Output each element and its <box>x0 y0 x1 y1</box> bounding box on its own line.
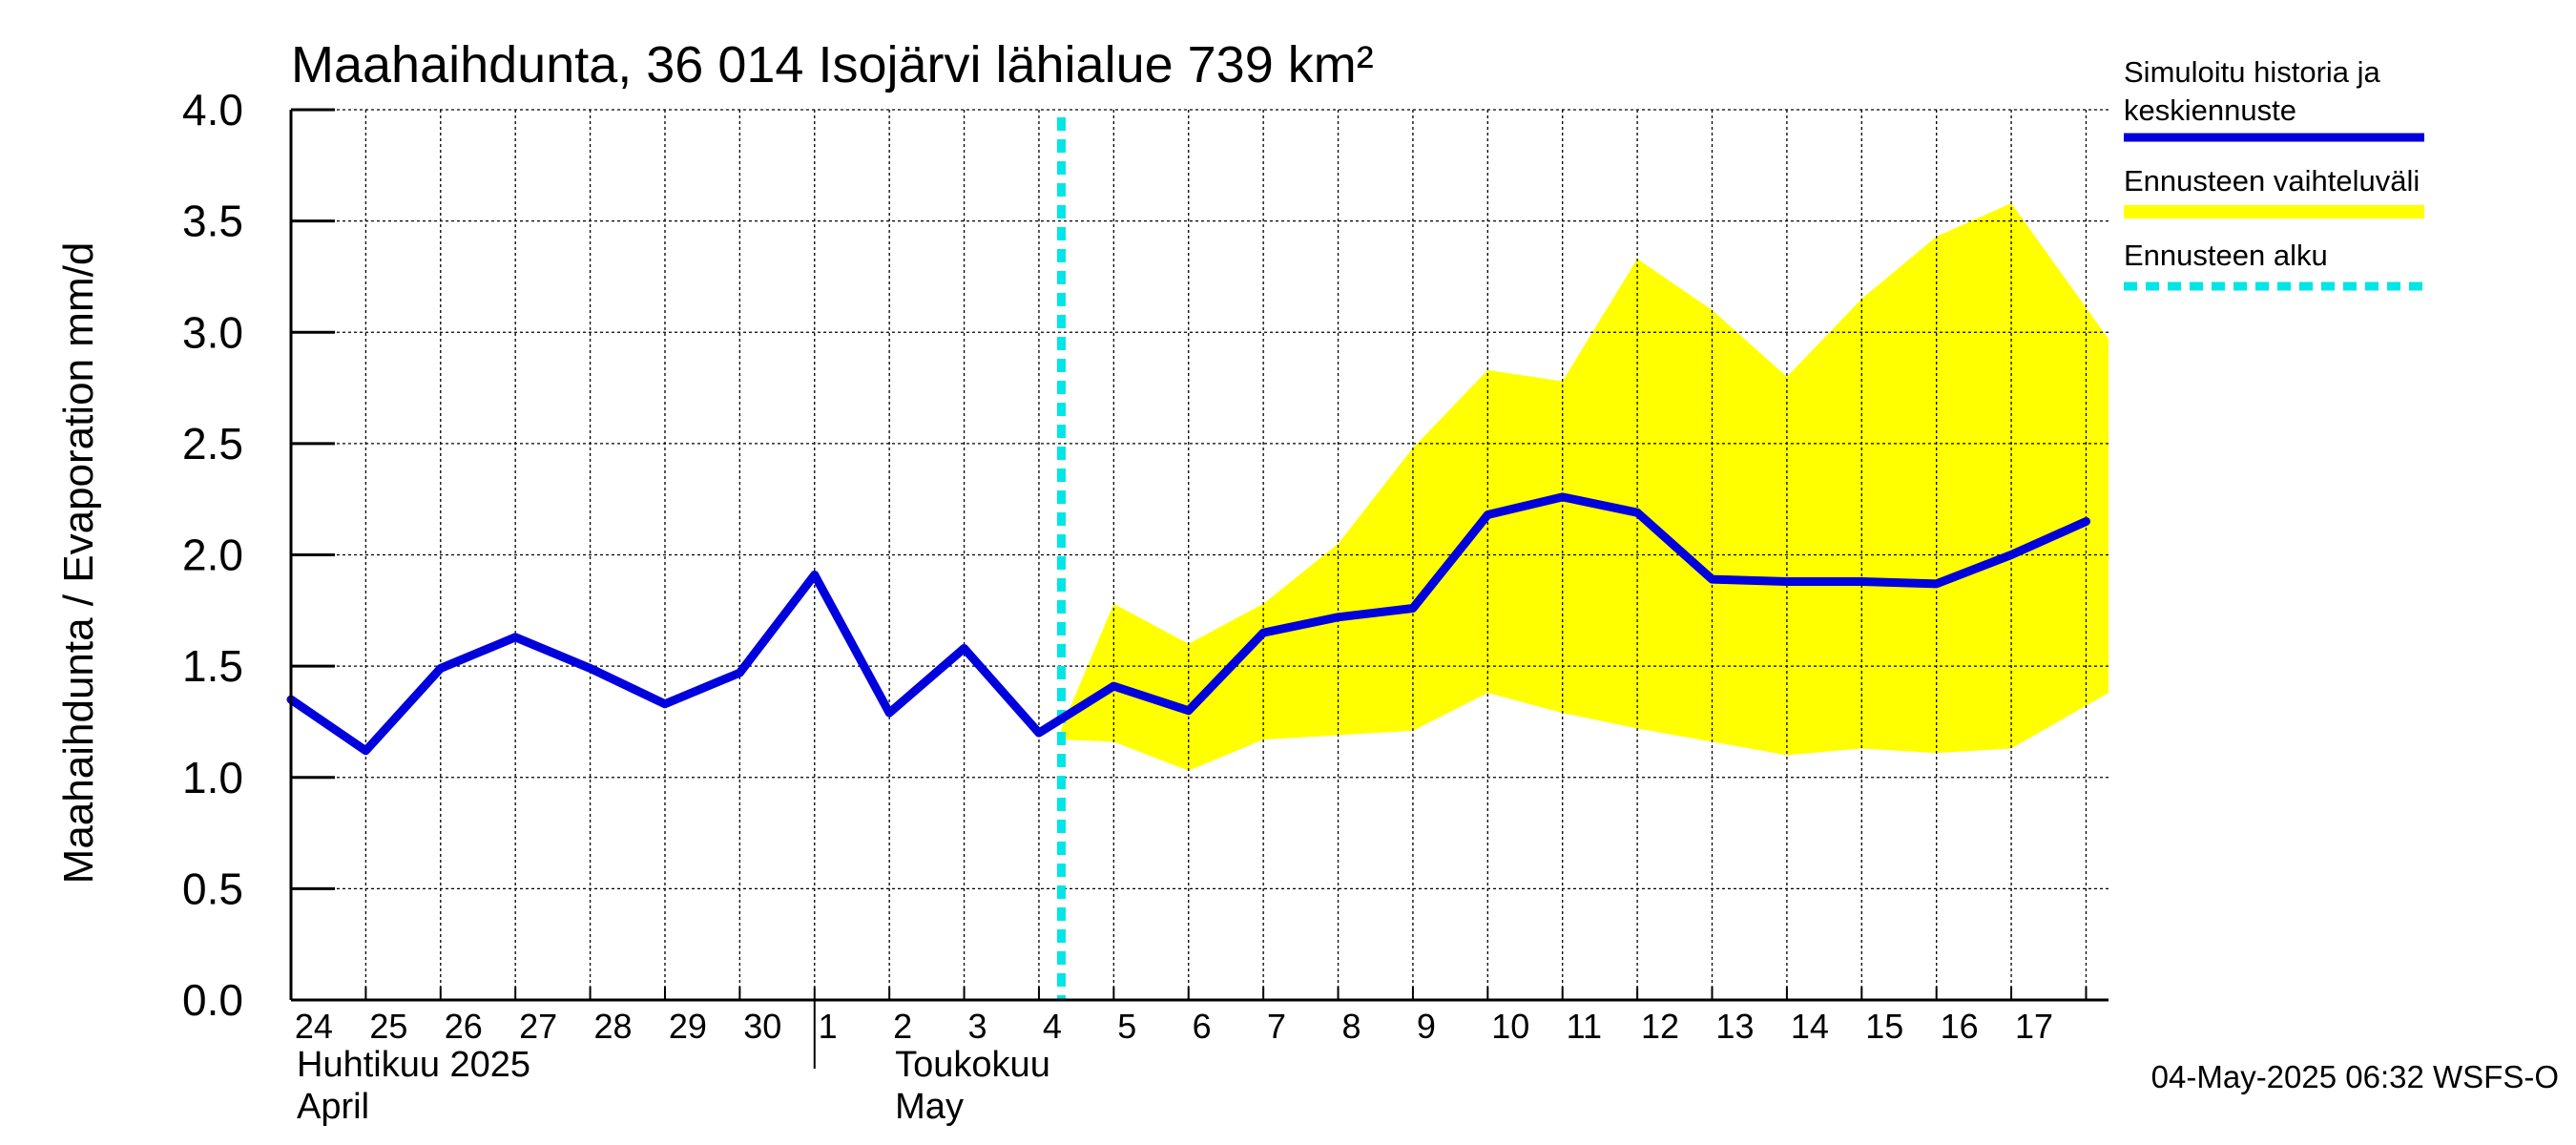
x-tick-label: 3 <box>967 1007 987 1046</box>
x-tick-label: 5 <box>1117 1007 1136 1046</box>
x-tick-label: 30 <box>743 1007 781 1046</box>
x-tick-label: 17 <box>2015 1007 2053 1046</box>
x-tick-label: 2 <box>893 1007 912 1046</box>
y-tick-label: 0.0 <box>182 975 243 1025</box>
legend: Simuloitu historia ja keskiennuste Ennuste… <box>2124 55 2424 291</box>
x-tick-label: 13 <box>1715 1007 1754 1046</box>
legend-label: Simuloitu historia ja <box>2124 55 2381 89</box>
y-tick-label: 3.5 <box>182 197 243 246</box>
month-label-english: April <box>297 1087 369 1127</box>
y-tick-label: 0.5 <box>182 864 243 913</box>
x-tick-label: 4 <box>1043 1007 1062 1046</box>
month-label-english: May <box>895 1087 964 1127</box>
x-tick-label: 9 <box>1417 1007 1436 1046</box>
month-label: Huhtikuu 2025 <box>297 1045 530 1085</box>
y-tick-label: 3.0 <box>182 307 243 357</box>
timestamp: 04-May-2025 06:32 WSFS-O <box>2151 1059 2559 1094</box>
legend-label: Ennusteen vaihteluväli <box>2124 164 2420 198</box>
y-tick-label: 4.0 <box>182 85 243 135</box>
y-axis-label: Maahaihdunta / Evaporation mm/d <box>55 242 102 885</box>
legend-label: Ennusteen alku <box>2124 239 2328 272</box>
x-tick-label: 11 <box>1567 1007 1602 1046</box>
y-tick-label: 2.0 <box>182 531 243 580</box>
series-line-simulated <box>286 492 2090 756</box>
x-tick-label: 12 <box>1641 1007 1679 1046</box>
month-label: Toukokuu <box>895 1045 1050 1085</box>
x-tick-label: 28 <box>594 1007 633 1046</box>
x-tick-label: 24 <box>295 1007 333 1046</box>
x-tick-label: 29 <box>669 1007 707 1046</box>
x-tick-label: 26 <box>445 1007 483 1046</box>
x-tick-label: 6 <box>1193 1007 1212 1046</box>
x-tick-label: 27 <box>519 1007 557 1046</box>
x-tick-label: 7 <box>1267 1007 1286 1046</box>
legend-label: keskiennuste <box>2124 94 2296 127</box>
y-tick-label: 1.5 <box>182 641 243 691</box>
x-tick-label: 10 <box>1491 1007 1529 1046</box>
x-tick-label: 1 <box>819 1007 838 1046</box>
x-tick-label: 25 <box>369 1007 407 1046</box>
forecast-range-band <box>1061 202 2109 771</box>
x-tick-label: 8 <box>1341 1007 1361 1046</box>
x-tick-label: 16 <box>1941 1007 1979 1046</box>
y-tick-label: 2.5 <box>182 419 243 468</box>
plot-area: 0.00.51.01.52.02.53.03.54.024 25 26 27 28 29 3… <box>182 85 2109 1127</box>
chart-title: Maahaihdunta, 36 014 Isojärvi lähialue 7… <box>291 36 1374 94</box>
x-tick-label: 15 <box>1865 1007 1903 1046</box>
x-tick-label: 14 <box>1791 1007 1829 1046</box>
y-tick-label: 1.0 <box>182 753 243 802</box>
